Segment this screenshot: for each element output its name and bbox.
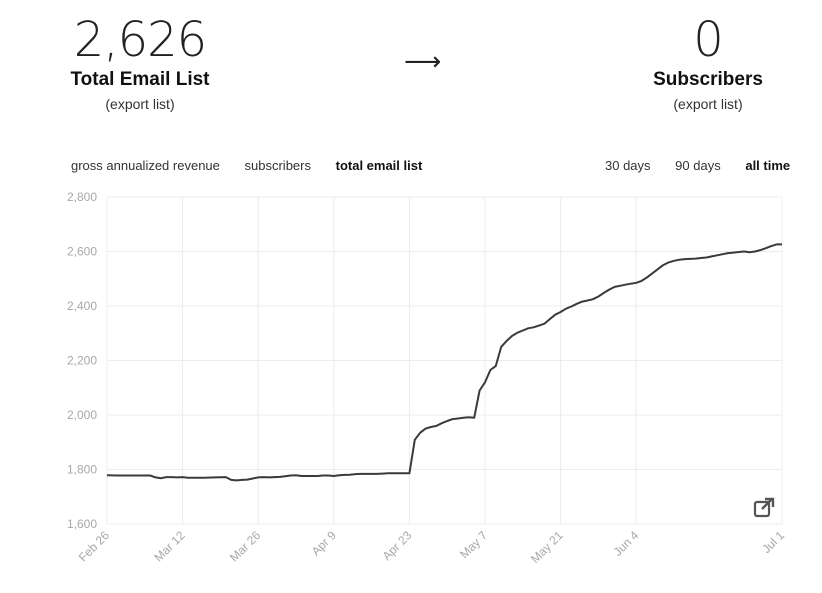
x-axis-ticks: Feb 26 Mar 12 Mar 26 Apr 9 Apr 23 May 7 May 21… bbox=[76, 528, 788, 566]
tab-all-time[interactable]: all time bbox=[745, 158, 791, 173]
external-link-icon[interactable] bbox=[753, 497, 775, 519]
arrow-right-icon: ⟶ bbox=[404, 47, 442, 77]
total-email-list-label: Total Email List bbox=[70, 69, 210, 90]
total-email-list-stat: 2,626 Total Email List (export list) bbox=[40, 14, 240, 112]
y-tick-label: 2,800 bbox=[67, 190, 97, 204]
tab-90-days[interactable]: 90 days bbox=[675, 158, 721, 173]
tab-subscribers[interactable]: subscribers bbox=[244, 158, 311, 173]
x-tick-label: Mar 26 bbox=[227, 528, 264, 565]
metric-tabs: gross annualized revenue subscribers tot… bbox=[71, 158, 443, 173]
x-tick-label: Mar 12 bbox=[151, 528, 188, 565]
y-tick-label: 1,800 bbox=[67, 463, 97, 477]
x-tick-label: Feb 26 bbox=[76, 528, 113, 565]
x-tick-label: Jul 1 bbox=[759, 528, 787, 556]
subscribers-value: 0 bbox=[693, 12, 724, 68]
x-tick-label: Apr 9 bbox=[309, 528, 339, 558]
export-subscribers-link[interactable]: (export list) bbox=[673, 96, 743, 112]
tab-30-days[interactable]: 30 days bbox=[605, 158, 651, 173]
x-tick-label: May 21 bbox=[528, 528, 566, 566]
export-email-list-link[interactable]: (export list) bbox=[105, 96, 175, 112]
tab-total-email-list[interactable]: total email list bbox=[335, 158, 423, 173]
subscribers-label: Subscribers bbox=[653, 69, 763, 90]
x-tick-label: Apr 23 bbox=[380, 528, 415, 563]
x-tick-label: Jun 4 bbox=[611, 528, 642, 559]
tab-gross-annualized-revenue[interactable]: gross annualized revenue bbox=[71, 158, 220, 173]
y-tick-label: 1,600 bbox=[67, 517, 97, 531]
total-email-list-value: 2,626 bbox=[73, 12, 207, 68]
subscribers-stat: 0 Subscribers (export list) bbox=[608, 14, 808, 112]
y-axis-ticks: 1,600 1,800 2,000 2,200 2,400 2,600 2,800 bbox=[67, 190, 97, 531]
chart-grid bbox=[106, 196, 783, 525]
x-tick-label: May 7 bbox=[457, 528, 490, 561]
series-line-total-email-list bbox=[106, 243, 782, 482]
y-tick-label: 2,600 bbox=[67, 245, 97, 259]
y-tick-label: 2,400 bbox=[67, 299, 97, 313]
y-tick-label: 2,000 bbox=[67, 408, 97, 422]
range-tabs: 30 days 90 days all time bbox=[605, 158, 790, 173]
y-tick-label: 2,200 bbox=[67, 354, 97, 368]
